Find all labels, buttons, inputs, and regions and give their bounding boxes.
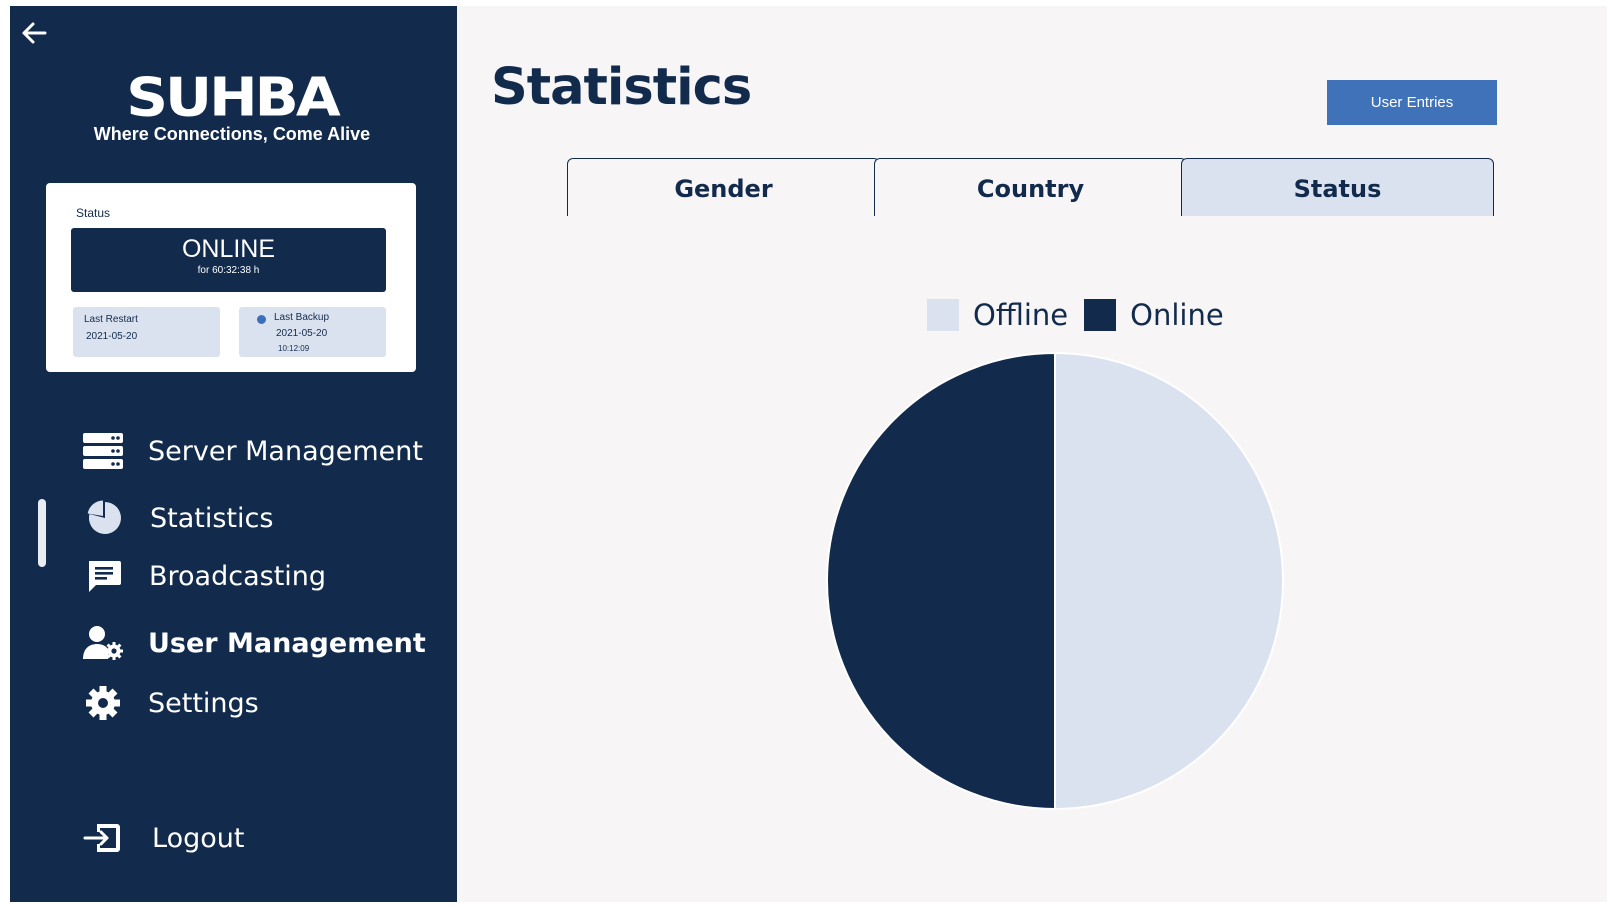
legend-swatch-online (1084, 299, 1117, 331)
nav-label-statistics: Statistics (150, 502, 274, 534)
uptime-duration: for 60:32:38 h (197, 265, 260, 276)
online-status-box: ONLINE for 60:32:38 h (71, 228, 386, 292)
active-nav-indicator (38, 499, 46, 567)
nav-broadcasting[interactable]: Broadcasting (81, 554, 326, 598)
last-restart-label: Last Restart (84, 314, 138, 325)
last-backup-label: Last Backup (274, 312, 330, 323)
page-title: Statistics (491, 58, 752, 117)
pie-chart-icon (82, 498, 128, 538)
tab-status[interactable]: Status (1181, 158, 1494, 216)
last-backup-time: 10:12:09 (278, 344, 310, 353)
tab-gender[interactable]: Gender (567, 158, 880, 216)
logo-text: SUHBA (126, 65, 341, 129)
nav-label-settings: Settings (148, 687, 259, 719)
nav-logout[interactable]: Logout (80, 816, 244, 860)
nav-label-user-management: User Management (148, 627, 426, 659)
last-backup-date: 2021-05-20 (276, 328, 328, 339)
backup-status-dot (257, 315, 266, 324)
server-status-card: Status ONLINE for 60:32:38 h Last Restar… (46, 183, 416, 372)
user-entries-button[interactable]: User Entries (1327, 80, 1497, 125)
legend-label-online: Online (1130, 298, 1224, 332)
nav-label-logout: Logout (152, 822, 245, 854)
gear-icon (80, 683, 126, 723)
chart-legend: Offline Online (927, 298, 1240, 332)
nav-label-server-management: Server Management (148, 435, 423, 467)
server-state: ONLINE (181, 235, 276, 263)
last-restart-box: Last Restart 2021-05-20 (73, 307, 220, 357)
legend-item-offline: Offline (927, 298, 1068, 332)
tab-country[interactable]: Country (874, 158, 1187, 216)
main-content: Statistics User Entries Gender Country S… (457, 6, 1607, 902)
logout-icon (80, 818, 126, 858)
nav-label-broadcasting: Broadcasting (149, 560, 327, 592)
user-gear-icon (80, 623, 126, 663)
legend-swatch-offline (927, 299, 959, 331)
status-pie-chart (826, 351, 1284, 811)
nav-server-management[interactable]: Server Management (80, 429, 423, 473)
logo-tagline: Where Connections, Come Alive (93, 124, 371, 144)
nav-statistics[interactable]: Statistics (82, 496, 273, 540)
nav-user-management[interactable]: User Management (80, 621, 426, 665)
app-window: SUHBA Where Connections, Come Alive Stat… (10, 6, 1607, 902)
server-icon (80, 431, 126, 471)
last-restart-value: 2021-05-20 (86, 331, 138, 342)
pie-slice-online (826, 351, 1056, 811)
chat-icon (81, 556, 127, 596)
logo: SUHBA Where Connections, Come Alive (82, 68, 382, 145)
back-arrow-icon[interactable] (20, 20, 48, 46)
status-heading: Status (76, 206, 111, 220)
legend-label-offline: Offline (973, 298, 1069, 332)
statistics-tabs: Gender Country Status (567, 158, 1517, 218)
sidebar: SUHBA Where Connections, Come Alive Stat… (10, 6, 457, 902)
pie-slice-offline (1054, 351, 1284, 811)
nav-settings[interactable]: Settings (80, 681, 259, 725)
last-backup-box: Last Backup 2021-05-20 10:12:09 (239, 307, 386, 357)
legend-item-online: Online (1084, 298, 1224, 332)
